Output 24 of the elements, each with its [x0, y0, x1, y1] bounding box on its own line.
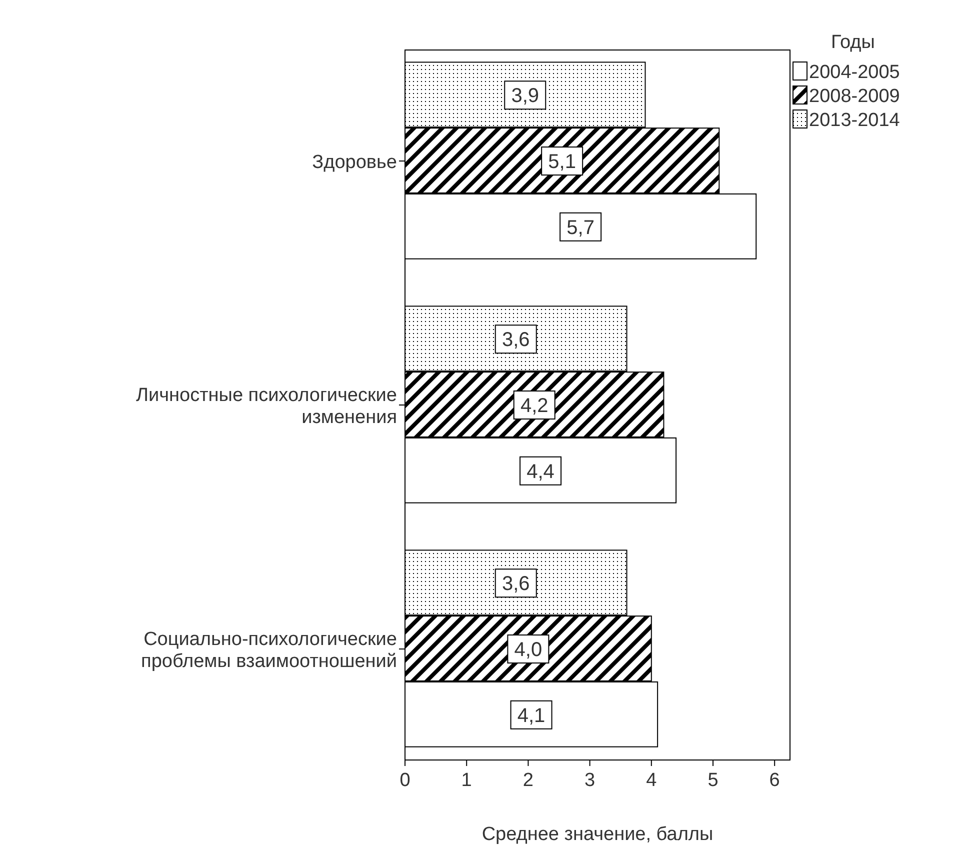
- y-tick-label: Личностные психологические изменения: [136, 385, 397, 428]
- data-label: 3,6: [502, 329, 530, 352]
- legend-label: 2004-2005: [809, 62, 900, 83]
- x-tick-label: 2: [522, 770, 534, 791]
- data-label: 4,0: [514, 638, 542, 661]
- x-tick-label: 3: [584, 770, 596, 791]
- legend-label: 2008-2009: [809, 86, 900, 107]
- data-label: 5,7: [566, 216, 594, 239]
- x-tick-label: 0: [400, 770, 410, 791]
- data-label: 4,2: [520, 395, 548, 417]
- y-tick-label: Здоровье: [312, 152, 397, 174]
- x-axis-title: Среднее значение, баллы: [482, 824, 714, 845]
- x-tick-label: 4: [646, 770, 658, 791]
- x-tick-label: 1: [461, 770, 472, 791]
- data-label: 3,6: [502, 573, 530, 596]
- x-tick-label: 6: [769, 770, 780, 791]
- legend-label: 2013-2014: [809, 110, 900, 131]
- data-label: 4,1: [517, 704, 546, 727]
- data-label: 4,4: [526, 460, 554, 483]
- data-label: 5,1: [548, 151, 576, 174]
- x-tick-label: 5: [708, 770, 718, 791]
- data-label: 3,9: [511, 85, 540, 108]
- y-tick-label: Социально-психологические проблемы взаимоотношений: [141, 628, 397, 672]
- legend-title: Годы: [831, 32, 875, 53]
